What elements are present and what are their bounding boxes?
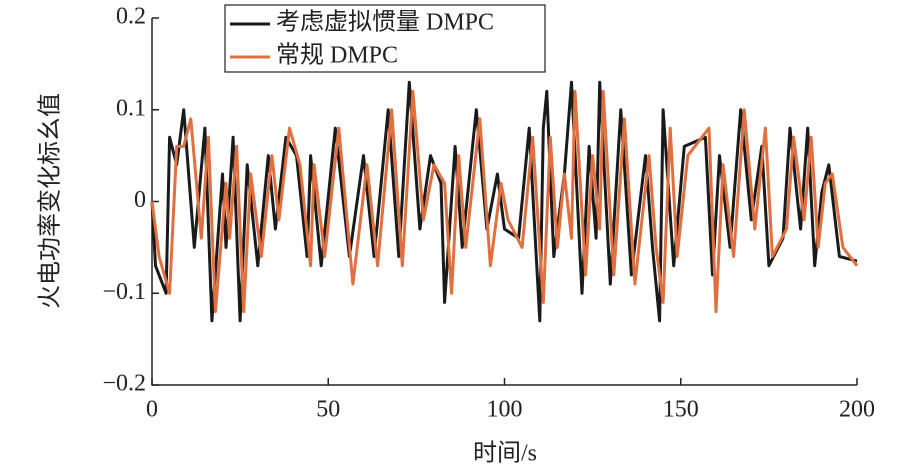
legend-box: [224, 4, 546, 73]
x-tick-label: 0: [146, 397, 158, 423]
legend-label: 考虑虚拟惯量 DMPC: [276, 9, 494, 36]
series-line: [150, 80, 858, 323]
x-tick-label: 200: [839, 397, 875, 423]
series-line: [150, 89, 859, 314]
y-axis-label: 火电功率变化标幺值: [37, 93, 64, 309]
y-tick-label: 0.2: [116, 4, 146, 30]
x-tick-label: 150: [663, 397, 699, 423]
x-tick-label: 50: [316, 397, 340, 423]
x-tick-label: 100: [487, 397, 523, 423]
y-tick-label: −0.1: [102, 279, 146, 305]
y-tick-label: −0.2: [102, 371, 146, 397]
y-tick-label: 0.1: [116, 95, 146, 121]
x-axis-label: 时间/s: [473, 440, 537, 467]
y-tick-label: 0: [134, 187, 146, 213]
legend-label: 常规 DMPC: [276, 42, 398, 69]
